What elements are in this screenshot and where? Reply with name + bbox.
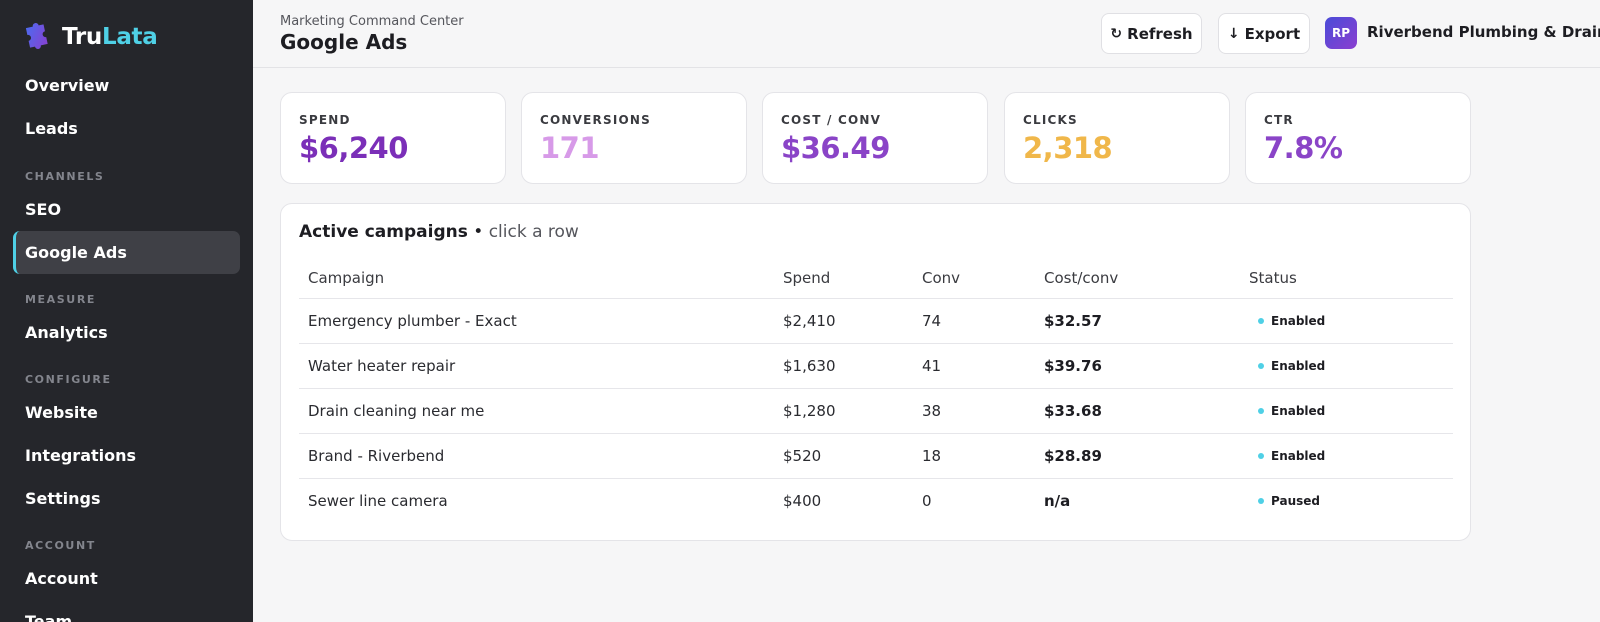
table-row[interactable]: Sewer line camera $400 0 n/a Paused [299, 478, 1453, 523]
cell-cost-conv: $33.68 [1044, 402, 1102, 420]
avatar[interactable]: RP [1325, 17, 1357, 49]
status-label: Enabled [1271, 314, 1326, 328]
status-dot-icon [1258, 318, 1264, 324]
refresh-icon: ↻ [1110, 25, 1123, 42]
column-header-status[interactable]: Status [1249, 269, 1297, 287]
sidebar-section-account: ACCOUNT [25, 539, 96, 552]
column-header-spend[interactable]: Spend [783, 269, 831, 287]
export-button[interactable]: ↓ Export [1218, 13, 1310, 54]
status-badge: Paused [1258, 494, 1320, 508]
column-header-campaign[interactable]: Campaign [308, 269, 385, 287]
kpi-card-ctr: CTR 7.8% [1245, 92, 1471, 184]
cell-conv: 41 [922, 357, 942, 375]
kpi-value: 171 [540, 131, 600, 165]
cell-conv: 18 [922, 447, 942, 465]
brand-name: TruLata [62, 24, 158, 50]
cell-campaign: Sewer line camera [308, 492, 448, 510]
kpi-card-cost-per-conv: COST / CONV $36.49 [762, 92, 988, 184]
status-badge: Enabled [1258, 449, 1325, 463]
cell-conv: 38 [922, 402, 942, 420]
status-label: Paused [1271, 494, 1320, 508]
kpi-value: $36.49 [781, 131, 890, 165]
sidebar-item-team[interactable]: Team [25, 612, 73, 622]
cell-campaign: Emergency plumber - Exact [308, 312, 517, 330]
sidebar-item-analytics[interactable]: Analytics [25, 323, 108, 342]
arrow-down-icon: ↓ [1227, 25, 1240, 42]
table-row[interactable]: Water heater repair $1,630 41 $39.76 Ena… [299, 343, 1453, 388]
cell-cost-conv: $28.89 [1044, 447, 1102, 465]
column-header-conv[interactable]: Conv [922, 269, 961, 287]
sidebar-section-configure: CONFIGURE [25, 373, 112, 386]
kpi-value: $6,240 [299, 131, 408, 165]
cell-campaign: Brand - Riverbend [308, 447, 445, 465]
cell-cost-conv: $39.76 [1044, 357, 1102, 375]
kpi-card-conversions: CONVERSIONS 171 [521, 92, 747, 184]
sidebar-item-account[interactable]: Account [25, 569, 98, 588]
status-badge: Enabled [1258, 404, 1325, 418]
panel-title: Active campaigns • click a row [299, 222, 579, 242]
sidebar-item-seo[interactable]: SEO [25, 200, 62, 219]
column-header-cost-conv[interactable]: Cost/conv [1044, 269, 1119, 287]
puzzle-icon [25, 23, 48, 50]
status-badge: Enabled [1258, 359, 1325, 373]
refresh-button[interactable]: ↻ Refresh [1101, 13, 1202, 54]
status-dot-icon [1258, 363, 1264, 369]
cell-spend: $1,630 [783, 357, 836, 375]
sidebar-item-website[interactable]: Website [25, 403, 98, 422]
cell-cost-conv: n/a [1044, 492, 1071, 510]
brand-name-part2: Lata [101, 24, 158, 50]
cell-conv: 74 [922, 312, 942, 330]
cell-spend: $400 [783, 492, 822, 510]
sidebar: TruLata Overview Leads CHANNELS SEO Goog… [0, 0, 253, 622]
export-label: Export [1244, 24, 1301, 43]
brand-logo[interactable]: TruLata [22, 22, 158, 52]
table-row[interactable]: Emergency plumber - Exact $2,410 74 $32.… [299, 298, 1453, 343]
cell-campaign: Drain cleaning near me [308, 402, 485, 420]
status-label: Enabled [1271, 404, 1326, 418]
cell-spend: $520 [783, 447, 822, 465]
status-dot-icon [1258, 498, 1264, 504]
sidebar-section-channels: CHANNELS [25, 170, 105, 183]
sidebar-section-measure: MEASURE [25, 293, 97, 306]
brand-name-part1: Tru [62, 24, 102, 50]
sidebar-item-google-ads[interactable]: Google Ads [13, 231, 240, 274]
table-row[interactable]: Drain cleaning near me $1,280 38 $33.68 … [299, 388, 1453, 433]
breadcrumb: Marketing Command Center [280, 14, 464, 29]
status-label: Enabled [1271, 449, 1326, 463]
campaigns-hint: click a row [488, 222, 579, 242]
kpi-value: 7.8% [1264, 131, 1343, 165]
kpi-label: CTR [1264, 113, 1294, 127]
cell-campaign: Water heater repair [308, 357, 456, 375]
sidebar-item-settings[interactable]: Settings [25, 489, 101, 508]
kpi-label: SPEND [299, 113, 351, 127]
client-name[interactable]: Riverbend Plumbing & Drain [1367, 23, 1600, 41]
status-dot-icon [1258, 453, 1264, 459]
kpi-label: COST / CONV [781, 113, 882, 127]
sidebar-item-leads[interactable]: Leads [25, 119, 78, 138]
campaigns-title: Active campaigns [299, 222, 468, 242]
refresh-label: Refresh [1127, 24, 1193, 43]
kpi-value: 2,318 [1023, 131, 1113, 165]
table-row[interactable]: Brand - Riverbend $520 18 $28.89 Enabled [299, 433, 1453, 478]
kpi-label: CONVERSIONS [540, 113, 651, 127]
status-badge: Enabled [1258, 314, 1325, 328]
kpi-label: CLICKS [1023, 113, 1078, 127]
campaigns-panel: Active campaigns • click a row Campaign … [280, 203, 1471, 541]
cell-spend: $1,280 [783, 402, 836, 420]
kpi-card-spend: SPEND $6,240 [280, 92, 506, 184]
cell-spend: $2,410 [783, 312, 836, 330]
page-header: Marketing Command Center Google Ads ↻ Re… [253, 0, 1600, 68]
status-label: Enabled [1271, 359, 1326, 373]
kpi-card-clicks: CLICKS 2,318 [1004, 92, 1230, 184]
status-dot-icon [1258, 408, 1264, 414]
page-title: Google Ads [280, 30, 408, 54]
cell-cost-conv: $32.57 [1044, 312, 1102, 330]
sidebar-item-integrations[interactable]: Integrations [25, 446, 137, 465]
sidebar-item-overview[interactable]: Overview [25, 76, 110, 95]
cell-conv: 0 [922, 492, 932, 510]
